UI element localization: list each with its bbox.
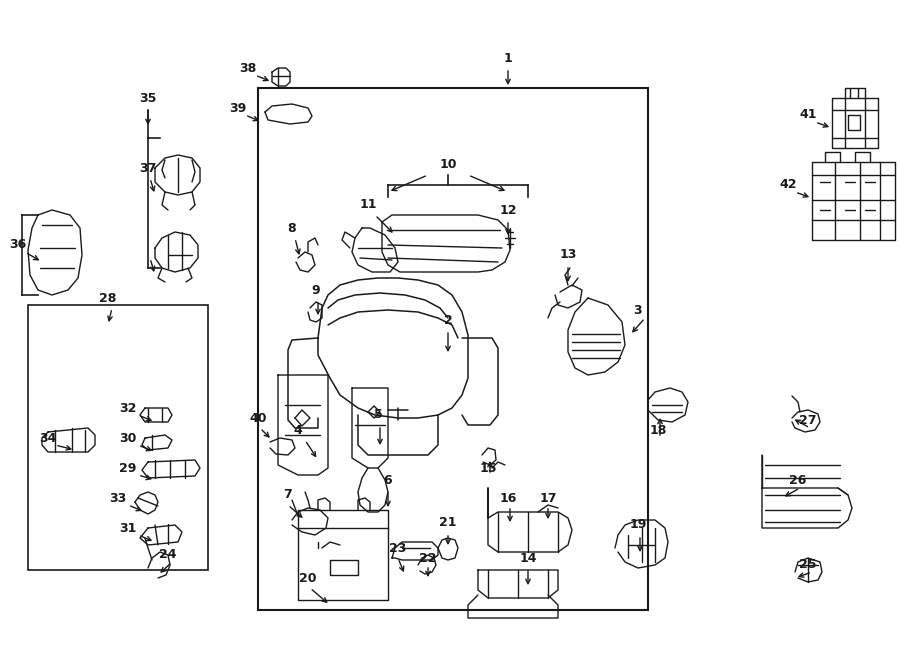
- Text: 19: 19: [629, 518, 647, 531]
- Text: 29: 29: [120, 461, 137, 475]
- Text: 18: 18: [649, 424, 667, 436]
- Text: 20: 20: [299, 572, 317, 584]
- Text: 12: 12: [500, 204, 517, 217]
- Text: 28: 28: [99, 292, 117, 305]
- Text: 31: 31: [120, 522, 137, 535]
- Text: 30: 30: [120, 432, 137, 444]
- Text: 5: 5: [374, 408, 382, 422]
- Text: 32: 32: [120, 401, 137, 414]
- Text: 41: 41: [799, 108, 817, 122]
- Text: 1: 1: [504, 52, 512, 65]
- Text: 40: 40: [249, 412, 266, 424]
- Text: 9: 9: [311, 284, 320, 297]
- Text: 21: 21: [439, 516, 456, 529]
- Text: 7: 7: [284, 488, 292, 502]
- Text: 34: 34: [40, 432, 57, 444]
- Text: 25: 25: [799, 559, 817, 572]
- Text: 23: 23: [390, 541, 407, 555]
- Text: 15: 15: [479, 461, 497, 475]
- Text: 13: 13: [559, 249, 577, 262]
- Text: 10: 10: [439, 159, 456, 171]
- Text: 11: 11: [359, 198, 377, 212]
- Bar: [258, 88, 648, 610]
- Text: 22: 22: [419, 551, 436, 564]
- Text: 4: 4: [293, 424, 302, 436]
- Text: 38: 38: [239, 61, 256, 75]
- Text: 3: 3: [634, 303, 643, 317]
- Text: 24: 24: [159, 549, 176, 561]
- Text: 35: 35: [140, 91, 157, 104]
- Text: 17: 17: [539, 492, 557, 504]
- Bar: [28, 305, 208, 570]
- Text: 36: 36: [9, 239, 27, 251]
- Text: 8: 8: [288, 221, 296, 235]
- Text: 14: 14: [519, 551, 536, 564]
- Text: 39: 39: [230, 102, 247, 114]
- Text: 27: 27: [799, 414, 817, 426]
- Text: 42: 42: [779, 178, 796, 192]
- Text: 2: 2: [444, 313, 453, 327]
- Text: 33: 33: [110, 492, 127, 504]
- Text: 26: 26: [789, 473, 806, 486]
- Text: 6: 6: [383, 473, 392, 486]
- Text: 16: 16: [500, 492, 517, 504]
- Text: 37: 37: [140, 161, 157, 175]
